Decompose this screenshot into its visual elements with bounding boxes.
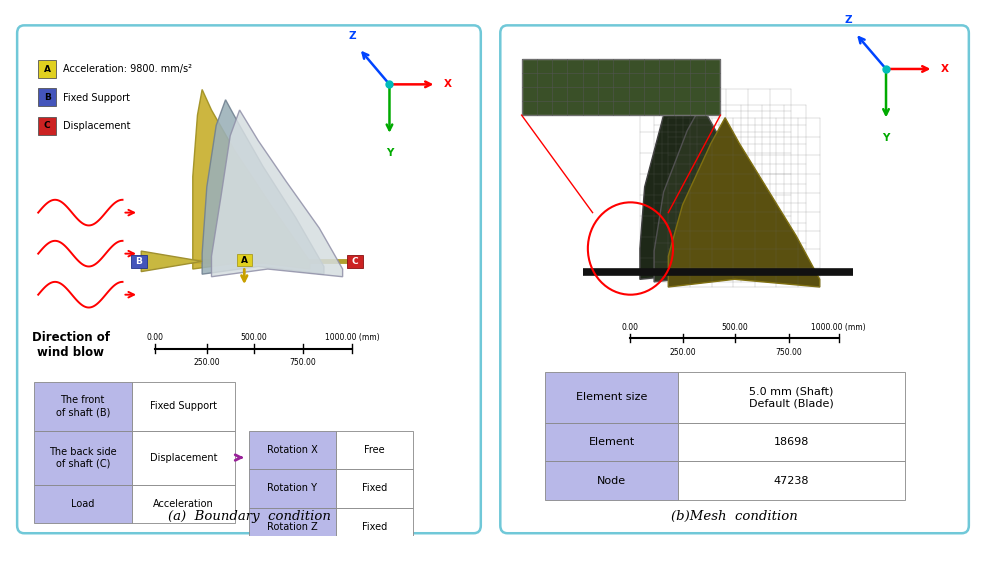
FancyBboxPatch shape — [500, 26, 969, 534]
Bar — [34, 382, 132, 431]
Text: Element size: Element size — [576, 392, 647, 402]
Polygon shape — [202, 100, 323, 274]
Text: A: A — [241, 256, 247, 265]
Text: Fixed: Fixed — [362, 522, 387, 532]
Text: Node: Node — [597, 475, 626, 486]
Bar — [677, 462, 905, 500]
Text: 47238: 47238 — [774, 475, 810, 486]
Text: B: B — [135, 257, 142, 266]
Bar — [248, 508, 335, 546]
Text: Rotation Z: Rotation Z — [267, 522, 317, 532]
Text: 1000.00 (mm): 1000.00 (mm) — [811, 323, 866, 332]
Text: X: X — [941, 64, 949, 74]
Bar — [237, 254, 251, 267]
Bar — [38, 117, 56, 135]
Text: Acceleration: 9800. mm/s²: Acceleration: 9800. mm/s² — [62, 64, 191, 75]
Text: Z: Z — [844, 15, 852, 26]
Text: Y: Y — [882, 133, 889, 143]
Bar — [38, 60, 56, 78]
Bar — [248, 431, 335, 469]
Text: Z: Z — [348, 31, 356, 41]
Text: 250.00: 250.00 — [193, 358, 220, 367]
Text: 750.00: 750.00 — [290, 358, 317, 367]
Text: The front
of shaft (B): The front of shaft (B) — [55, 396, 109, 417]
Polygon shape — [640, 89, 792, 279]
Bar — [248, 469, 335, 508]
Text: C: C — [352, 257, 359, 266]
Text: Acceleration: Acceleration — [153, 499, 214, 509]
Bar — [131, 255, 147, 268]
Bar — [677, 423, 905, 462]
Text: X: X — [444, 79, 452, 89]
Text: Rotation Y: Rotation Y — [267, 483, 317, 494]
Text: Element: Element — [589, 437, 635, 447]
Text: 1000.00 (mm): 1000.00 (mm) — [324, 333, 380, 343]
Bar — [677, 372, 905, 423]
Text: (a)  Boundary  condition: (a) Boundary condition — [168, 510, 330, 523]
Bar — [335, 431, 413, 469]
Text: 250.00: 250.00 — [669, 348, 696, 356]
Bar — [545, 423, 677, 462]
Bar — [34, 431, 132, 484]
Text: Displacement: Displacement — [62, 121, 130, 131]
Bar — [545, 372, 677, 423]
Bar — [522, 59, 721, 115]
Text: A: A — [43, 65, 50, 74]
Text: 18698: 18698 — [774, 437, 810, 447]
Bar — [132, 431, 235, 484]
Polygon shape — [654, 105, 806, 282]
Text: The back side
of shaft (C): The back side of shaft (C) — [49, 447, 116, 469]
Text: Fixed: Fixed — [362, 483, 387, 494]
FancyBboxPatch shape — [17, 26, 481, 534]
Text: (b)Mesh  condition: (b)Mesh condition — [671, 510, 798, 523]
Text: C: C — [43, 121, 50, 131]
Bar — [132, 484, 235, 523]
Polygon shape — [141, 251, 202, 272]
Text: 0.00: 0.00 — [622, 323, 639, 332]
Text: B: B — [43, 93, 50, 102]
Text: 0.00: 0.00 — [147, 333, 164, 343]
Polygon shape — [211, 110, 343, 277]
Text: Load: Load — [71, 499, 95, 509]
Text: 500.00: 500.00 — [721, 323, 748, 332]
Text: 750.00: 750.00 — [776, 348, 803, 356]
Bar — [132, 382, 235, 431]
Bar — [34, 484, 132, 523]
Text: 5.0 mm (Shaft)
Default (Blade): 5.0 mm (Shaft) Default (Blade) — [749, 386, 834, 408]
Text: Fixed Support: Fixed Support — [62, 93, 129, 103]
Polygon shape — [192, 89, 310, 269]
Bar — [335, 508, 413, 546]
Text: Free: Free — [364, 445, 385, 455]
Text: Rotation X: Rotation X — [267, 445, 317, 455]
Text: Direction of
wind blow: Direction of wind blow — [32, 331, 110, 359]
Bar — [38, 88, 56, 107]
Text: Displacement: Displacement — [150, 453, 217, 463]
Bar — [545, 462, 677, 500]
Text: Y: Y — [386, 149, 393, 158]
Bar — [347, 255, 363, 268]
Polygon shape — [669, 118, 819, 287]
Text: Fixed Support: Fixed Support — [150, 401, 217, 412]
Bar — [335, 469, 413, 508]
Text: 500.00: 500.00 — [241, 333, 267, 343]
